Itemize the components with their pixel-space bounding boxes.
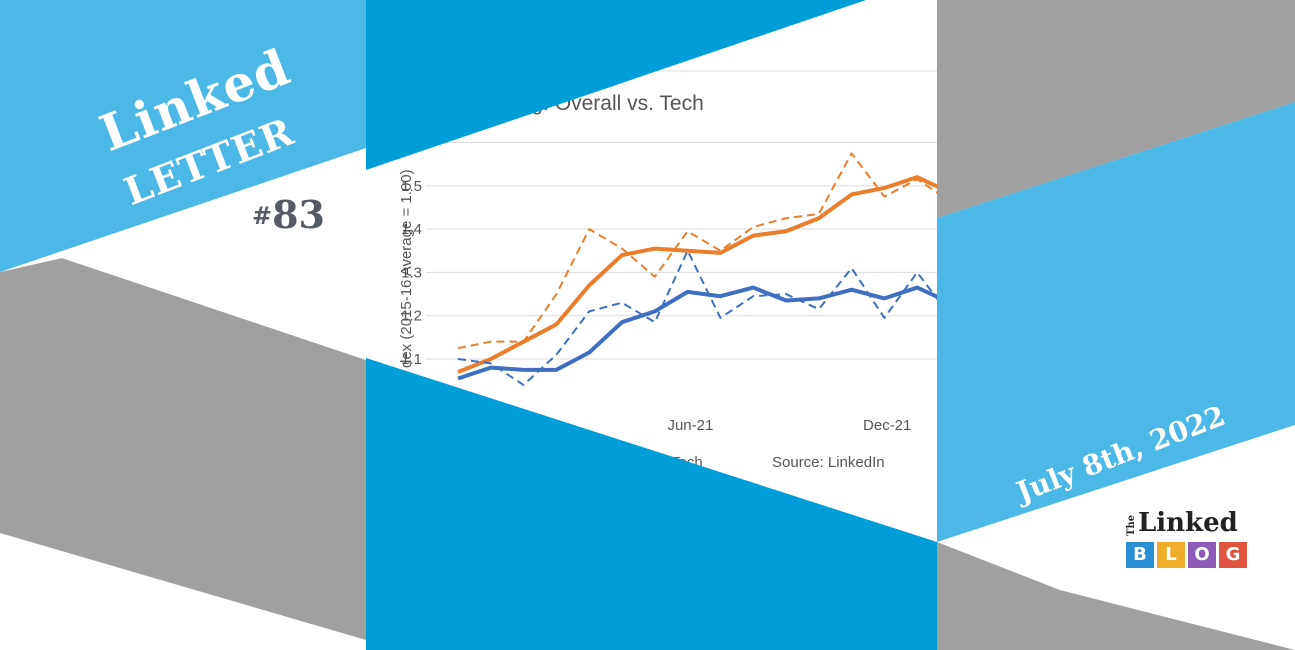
logo-letter-g: G — [1219, 542, 1247, 568]
logo-linked: Linked — [1138, 508, 1238, 538]
x-tick-label: Dec-21 — [863, 417, 911, 434]
left-gray-band — [0, 258, 366, 650]
logo-blog-letters: B L O G — [1126, 542, 1247, 568]
right-blue-band — [937, 102, 1295, 542]
y-tick-label: 1.5 — [401, 178, 422, 195]
x-tick-label: Jun-21 — [667, 417, 713, 434]
right-gray-top — [937, 0, 1295, 218]
logo-letter-b: B — [1126, 542, 1154, 568]
series-line-1 — [457, 152, 937, 350]
right-gray-bottom — [937, 542, 1295, 650]
left-blue-band — [0, 0, 366, 272]
left-white-stripe — [0, 533, 366, 650]
issue-number-value: 83 — [272, 192, 325, 237]
y-tick-label: 1.3 — [401, 264, 422, 281]
issue-hash: # — [252, 201, 273, 230]
x-tick-labels: Jun-21 Dec-21 — [667, 417, 911, 434]
series-line-0 — [457, 175, 937, 374]
y-tick-label: 1.1 — [401, 351, 422, 368]
left-white-wedge — [0, 148, 366, 360]
logo-letter-o: O — [1188, 542, 1216, 568]
logo-the: The — [1126, 514, 1137, 536]
chart-series — [457, 152, 937, 386]
logo-letter-l: L — [1157, 542, 1185, 568]
series-line-3 — [457, 249, 937, 386]
issue-number: #83 — [252, 192, 325, 237]
chart-grid — [426, 70, 937, 360]
the-linked-blog-logo: The Linked B L O G — [1124, 508, 1256, 570]
chart-source: Source: LinkedIn — [772, 454, 885, 471]
y-tick-label: 1.4 — [401, 221, 422, 238]
y-tick-label: 1.2 — [401, 308, 422, 325]
series-line-2 — [457, 285, 937, 381]
top-blue-shape — [366, 0, 866, 170]
bottom-blue-shape — [366, 358, 937, 650]
chart-y-axis-label: dex (2015-16 Average = 1.00) — [398, 169, 415, 368]
